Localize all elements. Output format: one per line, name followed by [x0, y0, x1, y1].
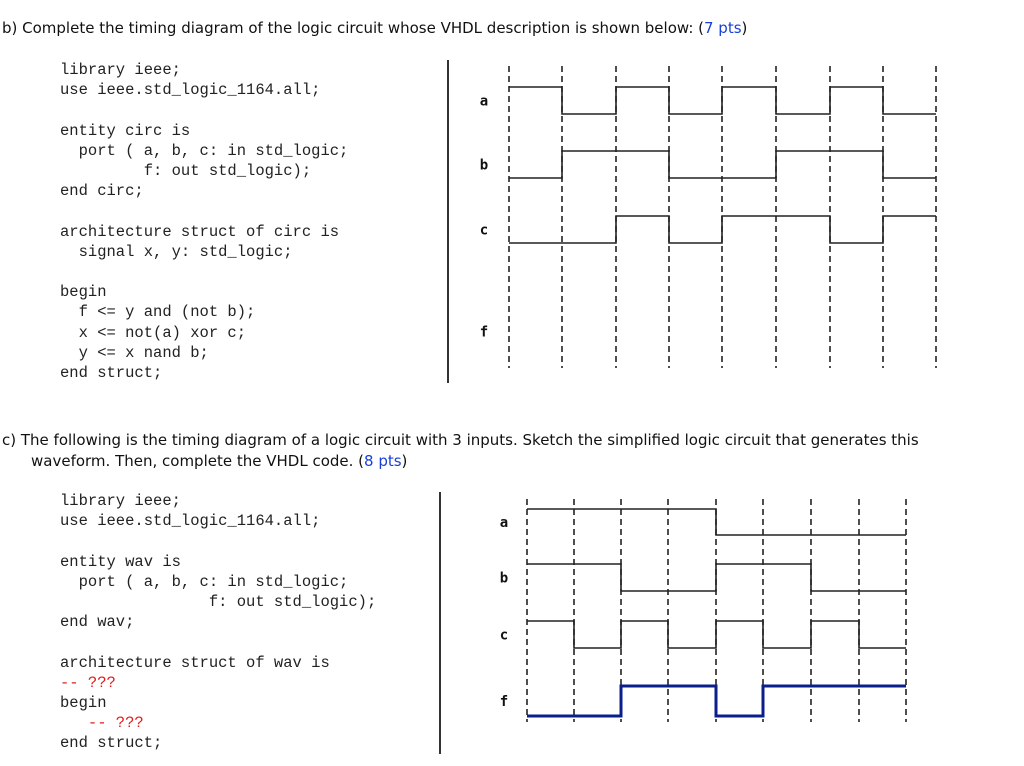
part-b-suffix: ) [741, 19, 748, 37]
code-line: f: out std_logic); [60, 593, 377, 612]
code-line: f: out std_logic); [60, 162, 312, 181]
part-c-line2-text: waveform. Then, complete the VHDL code. … [31, 452, 365, 470]
code-line: x <= not(a) xor c; [60, 323, 247, 342]
code-line: begin [60, 283, 107, 302]
code-line: library ieee; [60, 61, 181, 79]
part-b-points: 7 pts [704, 19, 742, 37]
code-line: y <= x nand b; [60, 343, 209, 362]
code-line: end struct; [60, 364, 163, 383]
code-line: port ( a, b, c: in std_logic; [60, 141, 349, 160]
signal-label-b: b [480, 158, 488, 174]
part-b-text: b) Complete the timing diagram of the lo… [2, 19, 704, 37]
code-line: end circ; [60, 182, 144, 201]
code-line: signal x, y: std_logic; [60, 242, 293, 261]
code-line: architecture struct of wav is [60, 653, 330, 672]
part-c-line1: c) The following is the timing diagram o… [2, 431, 919, 449]
signal-label-f: f [480, 325, 488, 341]
code-line: end wav; [60, 613, 135, 632]
code-line: use ieee.std_logic_1164.all; [60, 81, 321, 100]
part-c-points: 8 pts [364, 452, 402, 470]
waveform-a [509, 86, 936, 115]
part-c-suffix: ) [401, 452, 408, 470]
code-line: begin [60, 694, 107, 713]
code-line: end struct; [60, 734, 163, 753]
signal-label-c: c [480, 223, 488, 239]
signal-label-a: a [480, 94, 488, 110]
code-comment-line: -- ??? [60, 673, 116, 692]
divider-c [439, 492, 441, 754]
part-b-question: b) Complete the timing diagram of the lo… [2, 18, 1017, 39]
code-comment-line: -- ??? [60, 714, 144, 733]
vhdl-code-wav: library ieee; use ieee.std_logic_1164.al… [60, 491, 376, 754]
code-line: entity wav is [60, 552, 181, 571]
code-line: entity circ is [60, 121, 191, 140]
vhdl-code-circ: library ieee; use ieee.std_logic_1164.al… [60, 60, 348, 383]
code-line: architecture struct of circ is [60, 222, 340, 241]
code-line: f <= y and (not b); [60, 303, 256, 322]
waveform-b [509, 150, 936, 179]
waveform-c [509, 215, 936, 244]
part-c-line2: waveform. Then, complete the VHDL code. … [2, 451, 1017, 472]
code-line: use ieee.std_logic_1164.all; [60, 512, 321, 531]
part-c-question: c) The following is the timing diagram o… [2, 430, 1017, 472]
code-line: library ieee; [60, 492, 181, 510]
divider-b [447, 60, 449, 383]
code-line: port ( a, b, c: in std_logic; [60, 572, 349, 591]
